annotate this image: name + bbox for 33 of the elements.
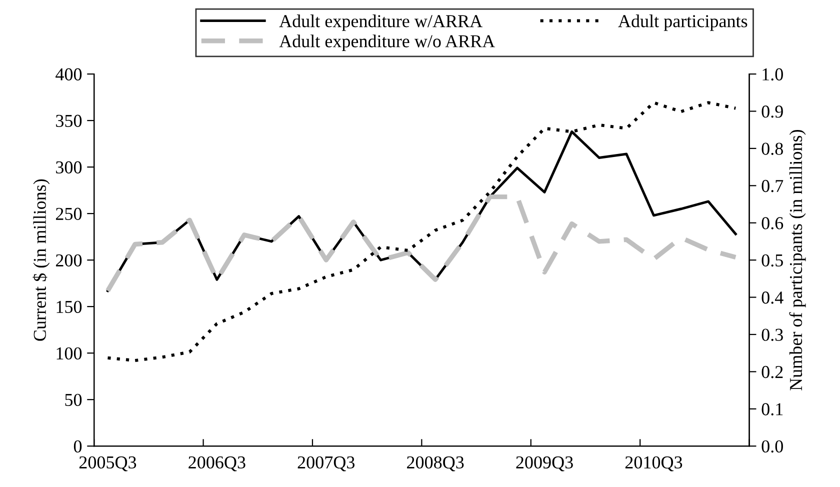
y2-tick-label: 0.7	[762, 180, 784, 192]
y2-tick-label: 0.0	[762, 440, 783, 453]
legend-label: Adult participants	[618, 14, 748, 31]
line-series	[106, 101, 738, 362]
y-tick-label: 400	[56, 68, 82, 80]
y-tick-label: 150	[56, 300, 82, 314]
x-tick-label: 2010Q3	[625, 456, 682, 472]
y2-axis-title: Number of participants (in millions)	[789, 130, 806, 390]
line-series	[105, 194, 738, 294]
legend-label: Adult expenditure w/o ARRA	[279, 34, 496, 52]
legend-label: Adult expenditure w/ARRA	[279, 14, 482, 31]
y2-tick-label: 0.5	[762, 254, 783, 267]
x-tick-label: 2007Q3	[298, 456, 355, 472]
y2-tick-label: 0.1	[762, 403, 783, 416]
y-tick-label: 200	[56, 254, 82, 266]
y-tick-label: 0	[74, 440, 82, 453]
y-axis-title: Current $ (in millions)	[32, 179, 50, 341]
y-tick-label: 300	[56, 161, 82, 174]
y2-tick-label: 0.9	[762, 105, 783, 118]
x-tick-label: 2005Q3	[79, 456, 136, 472]
y-tick-label: 250	[56, 208, 82, 220]
y-tick-label: 350	[56, 114, 82, 127]
y2-tick-label: 0.2	[762, 366, 783, 378]
y2-tick-label: 0.8	[762, 142, 783, 155]
y2-tick-label: 0.3	[762, 328, 783, 341]
x-tick-label: 2006Q3	[188, 456, 246, 472]
y2-tick-label: 0.6	[762, 217, 784, 230]
x-tick-label: 2008Q3	[407, 456, 464, 472]
x-tick-label: 2009Q3	[516, 456, 573, 472]
y2-tick-label: 1.0	[762, 68, 783, 81]
y-tick-label: 100	[56, 347, 82, 360]
y-tick-label: 50	[65, 394, 82, 406]
y2-tick-label: 0.4	[762, 292, 784, 304]
